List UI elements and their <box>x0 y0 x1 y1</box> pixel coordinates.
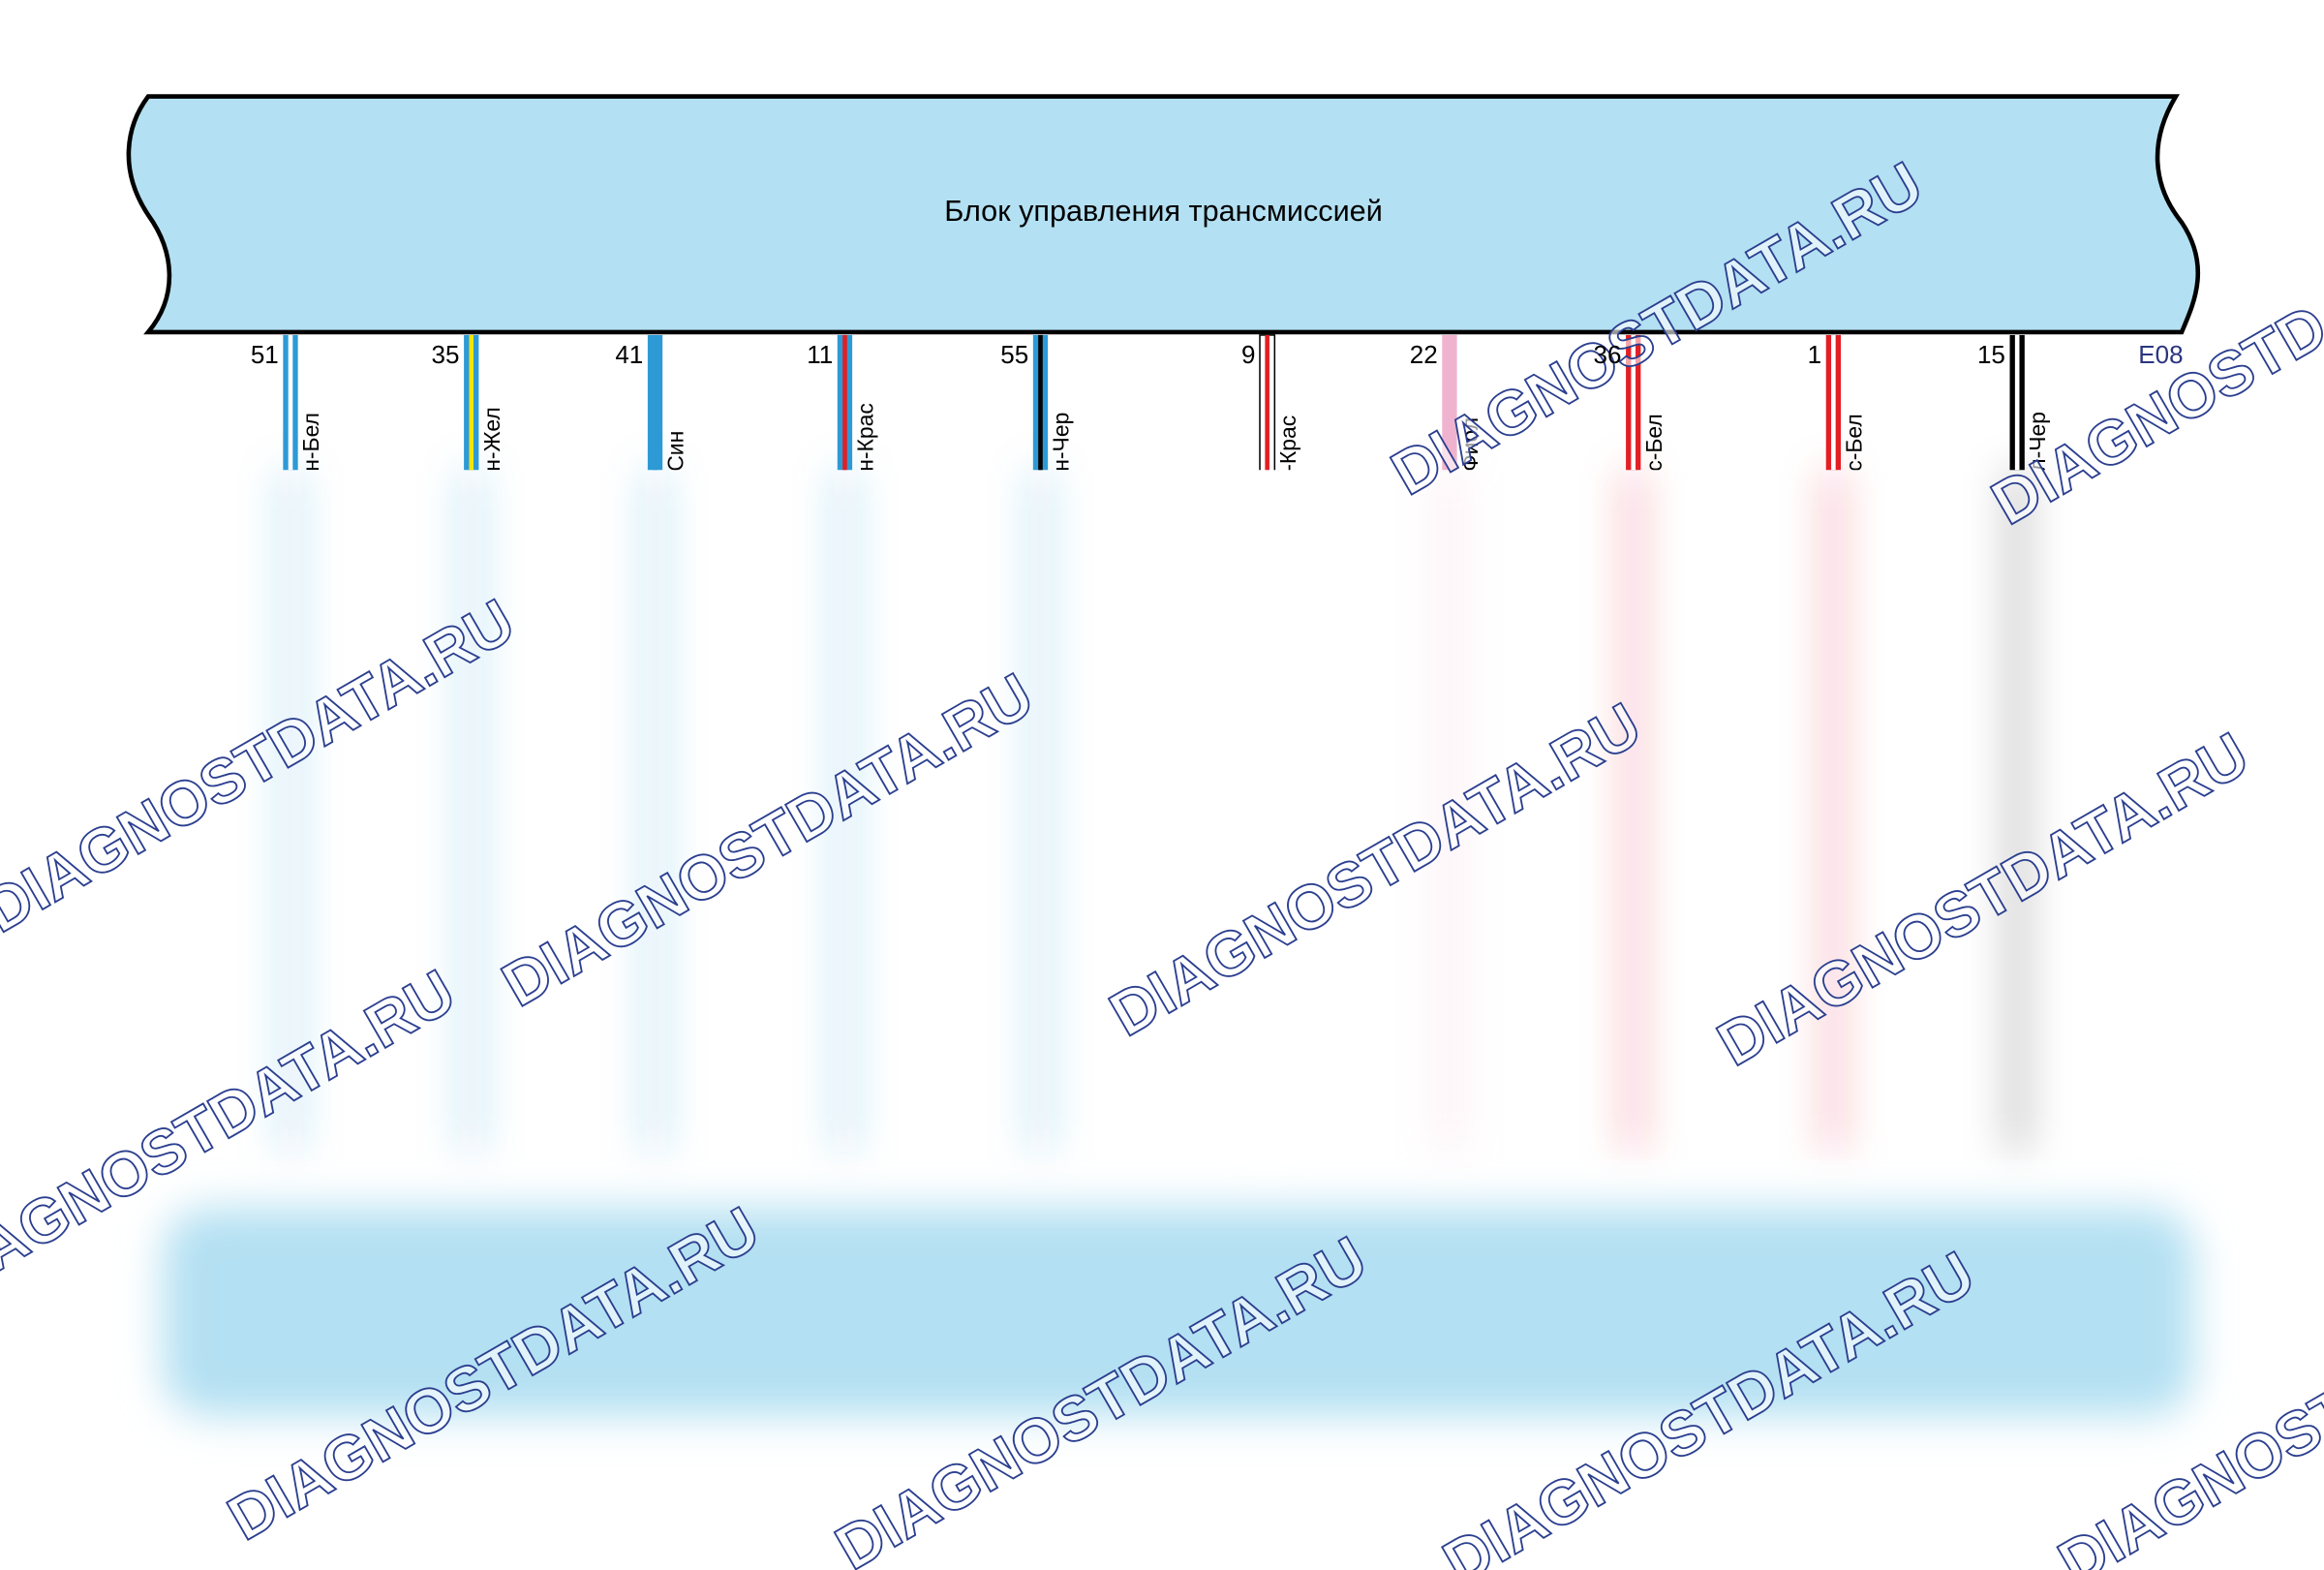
watermark: DIAGNOSTDATA.RU <box>1706 719 2260 1079</box>
connector-id: E08 <box>2138 340 2183 369</box>
wire-label: Фиол <box>1457 417 1483 472</box>
pin-number: 22 <box>1410 340 1438 369</box>
wire-label: Син <box>663 431 688 472</box>
wire-label: н-Крас <box>853 403 878 472</box>
blurred-wire <box>283 470 298 1153</box>
control-unit <box>126 94 2201 335</box>
wire-label: -Крас <box>1275 416 1300 472</box>
wire-stripe <box>2014 334 2020 471</box>
wire-stripe <box>288 334 293 471</box>
wire-label: с-Бел <box>1841 414 1866 472</box>
watermark: DIAGNOSTDATA.RU <box>0 586 526 946</box>
wire-stripe <box>1447 334 1452 471</box>
pin-number: 36 <box>1594 340 1622 369</box>
wire-label: л-Чер <box>2025 412 2050 472</box>
blurred-wire <box>647 470 663 1153</box>
wires: н-Бел н-Жел Син н-Крас н-Чер -Крас Фиол с-Бел с-… <box>283 334 2050 472</box>
blurred-wire <box>464 470 479 1153</box>
wire-label: с-Бел <box>1641 414 1667 472</box>
watermark: DIAGNOSTDATA.RU <box>1098 690 1652 1050</box>
pin-number: 35 <box>432 340 460 369</box>
pin-number: 11 <box>807 340 833 369</box>
wire-stripe <box>653 334 657 471</box>
blurred-wire <box>1626 470 1641 1153</box>
wire-label: н-Жел <box>479 407 505 472</box>
pin-number: 51 <box>251 340 279 369</box>
pin-number: 9 <box>1241 340 1255 369</box>
blurred-area <box>163 470 2194 1416</box>
wire-label: н-Бел <box>298 413 323 472</box>
wire-label: н-Чер <box>1049 413 1074 472</box>
blurred-wire <box>1032 470 1049 1153</box>
unit-title: Блок управления трансмиссией <box>944 195 1383 228</box>
blurred-wire <box>1442 470 1457 1153</box>
wire-stripe <box>1831 334 1836 471</box>
watermark: DIAGNOSTDATA.RU <box>491 660 1045 1020</box>
pin-number: 55 <box>1000 340 1028 369</box>
wire-stripe <box>842 334 847 471</box>
pin-number: 41 <box>615 340 643 369</box>
wire-stripe <box>1265 334 1269 471</box>
wire-stripe <box>469 334 474 471</box>
pin-number: 15 <box>1977 340 2005 369</box>
blurred-wire <box>837 470 853 1153</box>
wire-stripe <box>1038 334 1043 471</box>
pin-number: 1 <box>1808 340 1821 369</box>
blurred-block <box>163 1208 2194 1416</box>
blurred-wire <box>1825 470 1842 1153</box>
wire-stripe <box>1631 334 1636 471</box>
blurred-wire <box>2009 470 2025 1153</box>
blurred-wire <box>1260 470 1275 1153</box>
